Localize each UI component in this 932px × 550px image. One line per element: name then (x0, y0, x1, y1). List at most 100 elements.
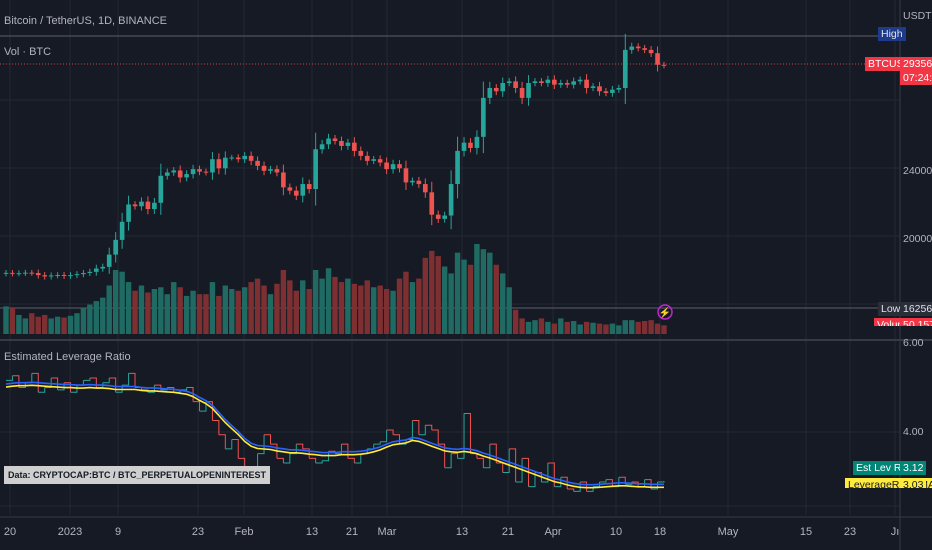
volume-bar (132, 290, 138, 334)
candle-body (590, 86, 596, 88)
volume-bar (106, 285, 112, 334)
leverage-step-segment (496, 462, 504, 473)
candle-body (481, 97, 486, 137)
candle-body (106, 254, 112, 267)
leverage-step-segment (599, 479, 607, 483)
candle-body (113, 239, 118, 255)
candle-body (171, 170, 177, 173)
time-label: 18 (654, 526, 666, 538)
candle-body (255, 160, 260, 166)
leverage-step-segment (315, 460, 323, 464)
candle-body (616, 87, 622, 90)
leverage-step-segment (238, 457, 246, 468)
candle-body (487, 87, 493, 98)
candle-body (306, 184, 312, 190)
candle-body (371, 159, 377, 161)
volume-bar (622, 320, 629, 334)
candle-body (319, 144, 325, 150)
volume-bar (196, 294, 203, 334)
leverage-step-segment (83, 378, 91, 381)
candle-body (539, 81, 544, 84)
volume-bar (254, 278, 261, 334)
leverage-step-segment (470, 453, 478, 459)
leverage-step-segment (522, 457, 530, 487)
volume-bar (235, 290, 241, 334)
leverage-fast-line (5, 381, 664, 486)
candle-body (326, 138, 331, 145)
candle-body (203, 171, 209, 173)
volume-bar (454, 252, 461, 334)
volume-bar (241, 287, 248, 334)
leverage-step-segment (270, 443, 278, 459)
lower-tick: 4.00 (903, 426, 924, 438)
volume-bar (67, 315, 74, 334)
candle-body (435, 214, 441, 219)
candle-body (416, 180, 422, 185)
symbol-legend[interactable]: Bitcoin / TetherUS, 1D, BINANCE (4, 15, 168, 27)
time-label: 21 (346, 526, 358, 538)
time-label: 20 (4, 526, 16, 538)
candle-body (55, 274, 60, 276)
candle-body (429, 192, 435, 215)
leverage-step-segment (380, 430, 388, 443)
volume-bar (48, 318, 54, 334)
leverage-step-segment (212, 420, 220, 435)
est-lev-value: 3.12 (900, 461, 927, 475)
leverage-step-segment (502, 448, 510, 473)
volume-bar (93, 301, 100, 334)
candle-body (313, 149, 318, 190)
volume-bar (145, 292, 151, 334)
leverage-step-segment (25, 373, 33, 384)
candle-body (126, 204, 131, 222)
volume-bar (403, 271, 409, 334)
leverage-step-segment (451, 453, 459, 459)
price-axis[interactable]: USDT (900, 0, 932, 340)
candle-body (81, 273, 86, 275)
candle-body (513, 81, 518, 88)
leverage-step-segment (464, 412, 471, 454)
high-tag: High (878, 27, 906, 41)
candle-body (468, 142, 473, 148)
volume-bar (416, 278, 422, 334)
volume-bar (661, 325, 667, 334)
leverage-step-segment (309, 457, 317, 464)
candle-body (145, 201, 151, 210)
volume-bar (396, 278, 403, 334)
candle-body (74, 274, 80, 276)
indicator-legend[interactable]: Estimated Leverage Ratio (4, 351, 131, 363)
leverage-step-segment (122, 373, 130, 386)
volume-bar (3, 306, 9, 334)
volume-bar (512, 309, 519, 334)
volume-bar (538, 318, 545, 334)
volume-bar (422, 257, 429, 334)
leverage-step-segment (6, 375, 13, 381)
time-label: 15 (800, 526, 812, 538)
volume-bar (119, 271, 125, 334)
time-label: 23 (192, 526, 204, 538)
candle-body (223, 157, 228, 169)
volume-legend[interactable]: Vol · BTC (4, 46, 52, 58)
candle-body (164, 172, 170, 176)
candle-body (248, 155, 254, 161)
volume-bar (209, 282, 216, 334)
candle-body (552, 79, 557, 85)
candle-body (119, 221, 125, 240)
leverage-step-segment (483, 444, 491, 469)
leverage-step-segment (341, 443, 349, 459)
volume-bar (577, 324, 583, 334)
volume-tag-clip: Volume 50.157K (860, 318, 932, 326)
volume-bar (29, 313, 35, 334)
candle-body (655, 53, 660, 65)
data-source-box: Data: CRYPTOCAP:BTC / BTC_PERPETUALOPENI… (4, 466, 271, 484)
leverage-step-segment (605, 479, 613, 487)
price-tick: 20000.00 (903, 233, 932, 245)
candle-body (48, 275, 54, 277)
leverage-step-segment (167, 387, 175, 393)
time-label: 10 (610, 526, 622, 538)
volume-bar (177, 287, 183, 334)
volume-bar (158, 287, 164, 334)
volume-bar (164, 294, 170, 334)
volume-bar (151, 289, 158, 334)
